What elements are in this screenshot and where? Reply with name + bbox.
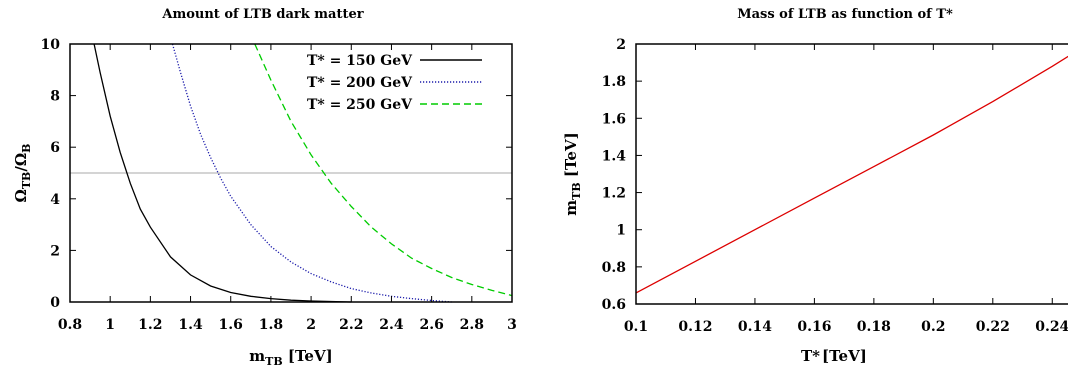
x-tick-label: 2.4 <box>379 317 404 333</box>
legend-label: T* = 250 GeV <box>307 97 413 113</box>
y-tick-label: 1 <box>616 223 626 239</box>
y-axis-label: mTB [TeV] <box>562 132 583 215</box>
dark-matter-chart: Amount of LTB dark matter 0.8 1 1.2 1.4 1.6 1… <box>12 7 517 368</box>
y-tick-label: 6 <box>50 140 60 156</box>
x-tick-label: 0.14 <box>738 319 772 335</box>
x-tick-label: 0.1 <box>624 319 648 335</box>
series-line-0 <box>635 55 1068 294</box>
x-tick-label: 3 <box>507 317 517 333</box>
y-tick-label: 1.6 <box>602 111 626 127</box>
legend-label: T* = 200 GeV <box>307 75 413 91</box>
y-tick-label: 1.8 <box>602 74 626 90</box>
x-axis-label: T* <box>801 347 820 365</box>
series-line-1 <box>171 43 452 303</box>
x-tick-label: 0.2 <box>921 319 945 335</box>
x-tick-label: 0.8 <box>58 317 82 333</box>
x-axis-label-unit: [TeV] <box>822 347 867 365</box>
x-tick-label: 2.8 <box>460 317 484 333</box>
x-tick-label: 1.4 <box>178 317 203 333</box>
x-tick-label: 0.16 <box>797 319 831 335</box>
x-tick-label: 2 <box>306 317 316 333</box>
x-tick-label: 0.12 <box>678 319 712 335</box>
y-tick-label: 0.6 <box>602 297 626 313</box>
x-tick-label: 1.8 <box>259 317 283 333</box>
x-tick-label: 1 <box>105 317 115 333</box>
y-tick-label: 1.2 <box>602 186 626 202</box>
y-tick-label: 0.8 <box>602 260 626 276</box>
x-axis-label: mTB [TeV] <box>249 347 332 368</box>
curves <box>93 43 513 303</box>
y-tick-label: 2 <box>616 37 626 53</box>
x-tick-label: 0.18 <box>857 319 891 335</box>
y-axis-label: ΩTB/ΩB <box>12 144 33 203</box>
x-tick-label: 0.24 <box>1035 319 1068 335</box>
y-tick-label: 8 <box>50 89 60 105</box>
series-line-0 <box>93 43 352 303</box>
y-tick-label: 0 <box>50 295 60 311</box>
curves <box>635 55 1068 294</box>
series-line-2 <box>254 43 513 297</box>
chart-title: Amount of LTB dark matter <box>161 7 363 22</box>
plot-frame <box>69 43 513 303</box>
x-tick-label: 2.2 <box>339 317 363 333</box>
x-tick-label: 0.22 <box>976 319 1010 335</box>
plot-frame <box>635 43 1068 305</box>
legend: T* = 150 GeV T* = 200 GeV T* = 250 GeV <box>307 53 482 113</box>
y-tick-label: 4 <box>50 192 60 208</box>
x-tick-label: 1.6 <box>219 317 243 333</box>
y-tick-label: 10 <box>41 37 61 53</box>
x-tick-label: 2.6 <box>419 317 443 333</box>
legend-label: T* = 150 GeV <box>307 53 413 69</box>
x-tick-label: 1.2 <box>138 317 162 333</box>
mass-chart: Mass of LTB as function of T* 0.1 0.12 0.1… <box>562 7 1068 365</box>
y-tick-label: 2 <box>50 243 60 259</box>
chart-title: Mass of LTB as function of T* <box>737 7 953 22</box>
y-tick-label: 1.4 <box>602 148 627 164</box>
